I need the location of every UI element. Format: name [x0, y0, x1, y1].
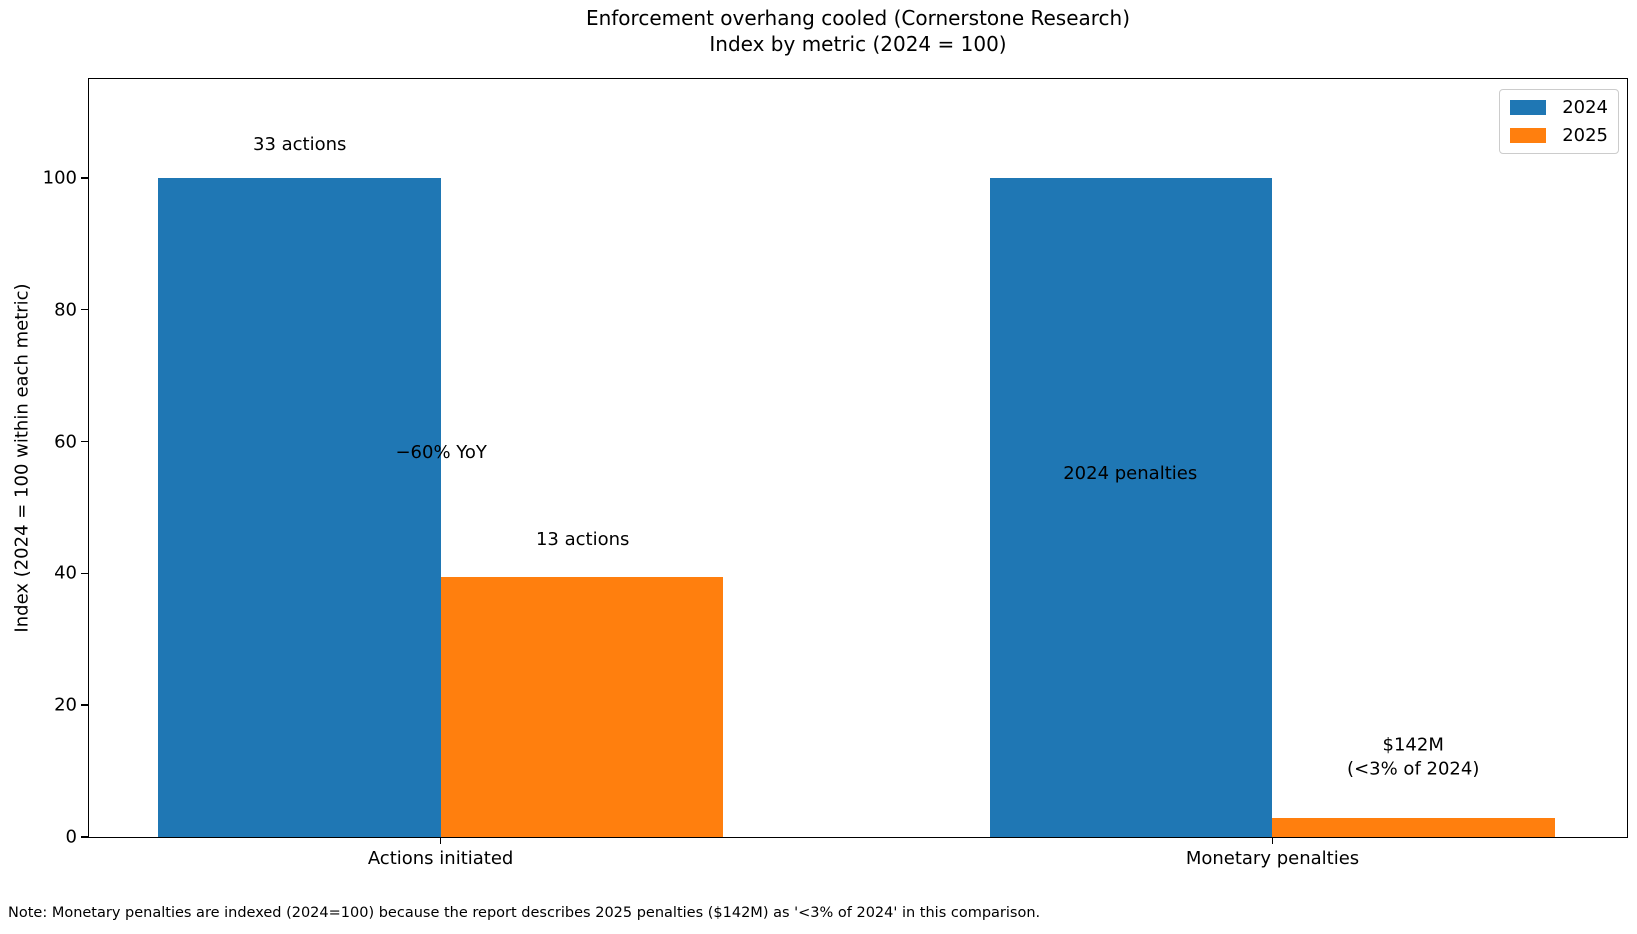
bar-2024-actions-initiated — [157, 177, 441, 837]
x-tick-label-actions-initiated: Actions initiated — [367, 848, 514, 869]
bar-2024-monetary-penalties — [989, 177, 1273, 837]
y-tick-label: 100 — [42, 167, 77, 189]
x-tick-mark — [1271, 837, 1274, 844]
legend-label-2024: 2024 — [1562, 97, 1608, 118]
annotation-33-actions: 33 actions — [252, 133, 347, 155]
y-tick-mark — [81, 177, 89, 179]
annotation-142m: $142M (<3% of 2024) — [1347, 734, 1480, 780]
legend-swatch-2025 — [1510, 128, 1547, 143]
chart-title: Enforcement overhang cooled (Cornerstone… — [88, 5, 1628, 57]
annotation-60-yoy: −60% YoY — [395, 441, 487, 463]
bar-2025-monetary-penalties — [1272, 818, 1556, 837]
y-tick-label: 20 — [54, 694, 77, 716]
y-tick-label: 40 — [54, 562, 77, 584]
legend-item-2025: 2025 — [1510, 125, 1608, 146]
footnote: Note: Monetary penalties are indexed (20… — [8, 905, 1041, 921]
bar-2025-actions-initiated — [440, 577, 724, 837]
y-tick-mark — [81, 572, 89, 575]
y-axis-label: Index (2024 = 100 within each metric) — [11, 283, 33, 633]
y-tick-mark — [81, 704, 89, 706]
plot-area: 2024 2025 0 20 40 60 80 100 Actions initiated Mo… — [43, 78, 1628, 869]
legend: 2024 2025 — [1499, 89, 1619, 154]
chart-title-line2: Index by metric (2024 = 100) — [709, 32, 1007, 56]
chart-title-line1: Enforcement overhang cooled (Cornerstone… — [585, 6, 1131, 30]
y-tick-label: 60 — [54, 431, 77, 453]
y-tick-mark — [81, 308, 89, 311]
y-tick-label: 0 — [65, 826, 77, 848]
legend-label-2025: 2025 — [1562, 125, 1608, 146]
annotation-2024-penalties: 2024 penalties — [1063, 463, 1198, 485]
y-tick-label: 80 — [54, 299, 77, 321]
annotation-13-actions: 13 actions — [535, 529, 630, 551]
legend-item-2024: 2024 — [1510, 97, 1608, 118]
y-tick-mark — [81, 440, 89, 443]
y-tick-mark — [81, 836, 89, 838]
x-tick-label-monetary-penalties: Monetary penalties — [1185, 848, 1360, 869]
x-tick-mark — [439, 837, 442, 844]
legend-swatch-2024 — [1510, 100, 1547, 115]
